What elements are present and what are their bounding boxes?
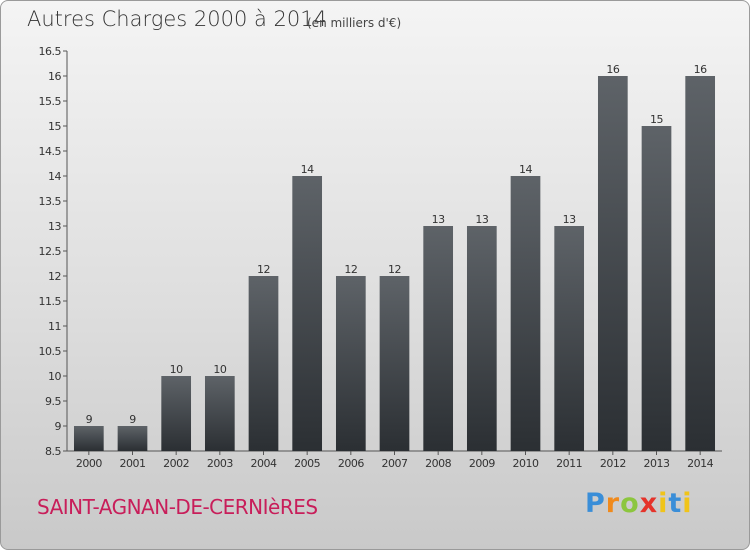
bar xyxy=(204,376,235,451)
y-tick-label: 12 xyxy=(48,270,61,283)
bar xyxy=(510,176,541,451)
x-tick-label: 2013 xyxy=(644,457,670,470)
y-tick-label: 11 xyxy=(48,320,61,333)
bar xyxy=(248,276,279,451)
y-tick-label: 12.5 xyxy=(39,245,62,258)
y-tick-label: 13.5 xyxy=(39,195,62,208)
bar xyxy=(117,426,148,451)
x-tick-label: 2011 xyxy=(556,457,582,470)
chart-unit: (en milliers d'€) xyxy=(307,16,402,30)
bar xyxy=(161,376,192,451)
data-label: 16 xyxy=(606,63,619,76)
y-tick-label: 15.5 xyxy=(39,95,62,108)
data-label: 14 xyxy=(301,163,314,176)
bar xyxy=(554,226,585,451)
data-label: 10 xyxy=(170,363,183,376)
bar xyxy=(379,276,410,451)
y-tick-label: 14 xyxy=(48,170,61,183)
data-label: 9 xyxy=(86,413,93,426)
bar xyxy=(641,126,672,451)
x-tick-label: 2009 xyxy=(469,457,495,470)
y-tick-label: 11.5 xyxy=(39,295,62,308)
x-tick-label: 2004 xyxy=(251,457,277,470)
data-label: 9 xyxy=(129,413,136,426)
bar xyxy=(335,276,366,451)
x-tick-label: 2003 xyxy=(207,457,233,470)
data-label: 13 xyxy=(432,213,445,226)
x-tick-label: 2006 xyxy=(338,457,364,470)
bar xyxy=(423,226,454,451)
y-tick-label: 10.5 xyxy=(39,345,62,358)
data-label: 12 xyxy=(344,263,357,276)
y-tick-label: 8.5 xyxy=(45,445,61,458)
bar xyxy=(685,76,716,451)
data-label: 12 xyxy=(257,263,270,276)
x-tick-label: 2010 xyxy=(513,457,539,470)
proxiti-logo: Proxiti xyxy=(585,488,693,519)
x-tick-label: 2005 xyxy=(294,457,320,470)
x-tick-label: 2014 xyxy=(687,457,713,470)
chart-title: Autres Charges 2000 à 2014 xyxy=(27,7,327,31)
x-tick-label: 2002 xyxy=(163,457,189,470)
x-tick-label: 2008 xyxy=(425,457,451,470)
bar xyxy=(597,76,628,451)
y-tick-label: 16 xyxy=(48,70,61,83)
data-label: 12 xyxy=(388,263,401,276)
y-tick-label: 14.5 xyxy=(39,145,62,158)
y-tick-label: 15 xyxy=(48,120,61,133)
data-label: 13 xyxy=(475,213,488,226)
y-tick-label: 10 xyxy=(48,370,61,383)
bar xyxy=(292,176,323,451)
x-tick-label: 2000 xyxy=(76,457,102,470)
data-label: 15 xyxy=(650,113,663,126)
x-tick-label: 2001 xyxy=(120,457,146,470)
x-tick-label: 2007 xyxy=(382,457,408,470)
data-label: 16 xyxy=(694,63,707,76)
bar xyxy=(73,426,104,451)
y-tick-label: 16.5 xyxy=(39,45,62,58)
data-label: 10 xyxy=(213,363,226,376)
y-tick-label: 9 xyxy=(55,420,62,433)
x-tick-label: 2012 xyxy=(600,457,626,470)
commune-name: SAINT-AGNAN-DE-CERNIèRES xyxy=(37,495,318,519)
data-label: 13 xyxy=(563,213,576,226)
y-tick-label: 13 xyxy=(48,220,61,233)
y-tick-label: 9.5 xyxy=(45,395,61,408)
bar xyxy=(466,226,497,451)
data-label: 14 xyxy=(519,163,532,176)
